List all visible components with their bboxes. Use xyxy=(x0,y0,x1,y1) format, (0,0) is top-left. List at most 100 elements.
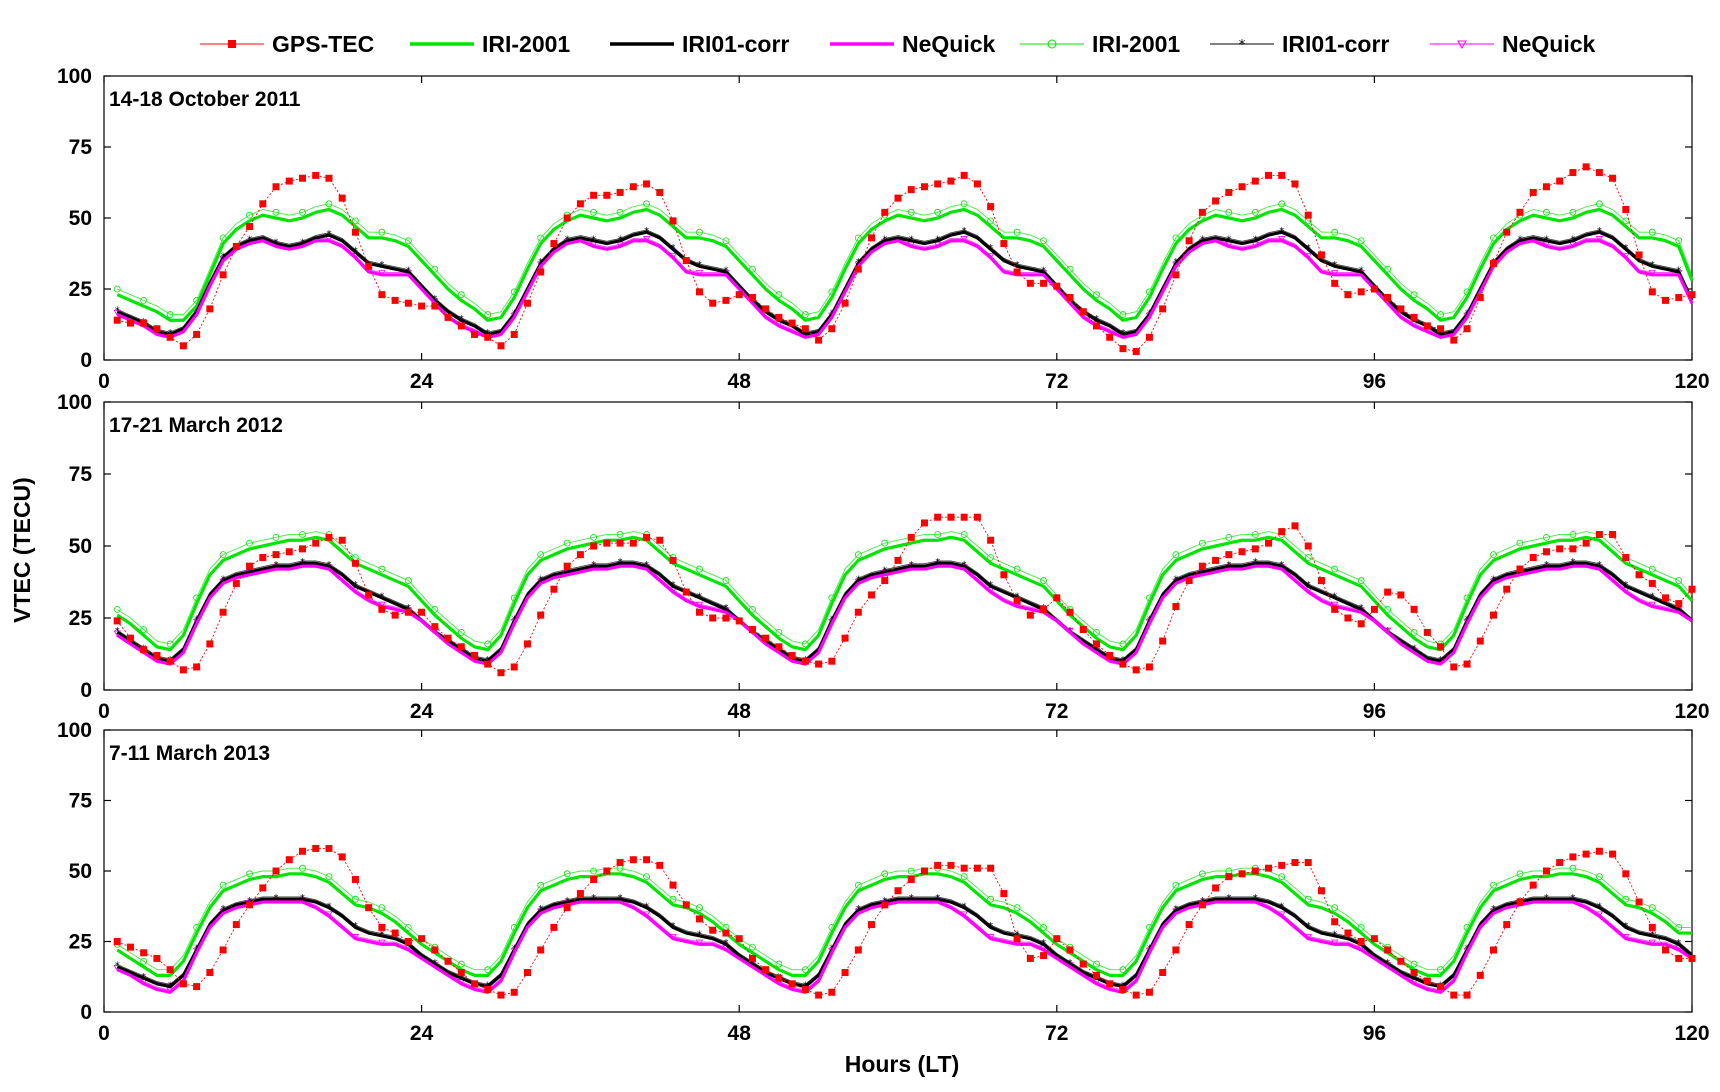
data-point-gps-tec xyxy=(391,296,399,304)
marker-iri-2001-thin xyxy=(960,531,968,538)
data-point-gps-tec xyxy=(1159,969,1167,977)
data-point-gps-tec xyxy=(1066,294,1074,302)
data-point-gps-tec xyxy=(550,585,558,593)
data-point-gps-tec xyxy=(748,294,756,302)
y-tick-label: 75 xyxy=(69,790,93,813)
data-point-gps-tec xyxy=(590,542,598,550)
marker-iri-2001-thin xyxy=(1490,234,1497,242)
data-point-gps-tec xyxy=(457,969,465,977)
data-point-gps-tec xyxy=(497,342,505,350)
data-point-gps-tec xyxy=(325,174,333,182)
marker-iri-2001-thin xyxy=(801,966,809,974)
marker-iri-2001-thin xyxy=(1331,565,1339,573)
data-point-gps-tec xyxy=(431,623,439,631)
data-point-gps-tec xyxy=(1040,952,1048,960)
data-point-gps-tec xyxy=(590,191,598,199)
data-point-gps-tec xyxy=(788,651,796,659)
marker-iri-2001-thin xyxy=(1278,200,1286,208)
data-point-gps-tec xyxy=(616,859,624,867)
data-point-gps-tec xyxy=(960,864,968,872)
data-point-gps-tec xyxy=(126,319,134,327)
data-point-gps-tec xyxy=(484,985,492,993)
data-point-gps-tec xyxy=(418,302,426,310)
data-point-gps-tec xyxy=(1331,918,1339,926)
data-point-gps-tec xyxy=(1357,288,1365,296)
y-tick-label: 25 xyxy=(69,931,93,954)
data-point-gps-tec xyxy=(1384,946,1392,954)
data-point-gps-tec xyxy=(973,513,981,521)
data-point-gps-tec xyxy=(947,177,955,185)
data-point-gps-tec xyxy=(656,861,664,869)
data-point-gps-tec xyxy=(1304,211,1312,219)
marker-iri-2001-thin xyxy=(1013,565,1021,573)
marker-iri-2001-thin xyxy=(1648,228,1656,236)
marker-iri01-corr-thin: * xyxy=(115,626,120,637)
data-point-gps-tec xyxy=(1238,548,1246,556)
data-point-gps-tec xyxy=(1384,588,1392,596)
data-point-gps-tec xyxy=(1119,660,1127,668)
marker-iri-2001-thin xyxy=(934,531,942,538)
marker-iri-2001-thin xyxy=(643,200,650,208)
data-point-gps-tec xyxy=(523,299,531,307)
data-point-gps-tec xyxy=(987,203,995,211)
data-point-gps-tec xyxy=(881,901,889,909)
data-point-gps-tec xyxy=(299,174,306,182)
y-tick-label: 0 xyxy=(80,349,92,372)
data-point-gps-tec xyxy=(1013,935,1021,943)
data-point-gps-tec xyxy=(457,322,465,330)
data-point-gps-tec xyxy=(444,634,452,642)
y-tick-label: 100 xyxy=(57,719,92,742)
data-point-gps-tec xyxy=(1423,628,1431,636)
data-point-gps-tec xyxy=(576,200,584,208)
data-point-gps-tec xyxy=(351,559,359,567)
marker-iri-2001-thin xyxy=(1516,870,1524,878)
data-point-gps-tec xyxy=(1172,602,1180,610)
data-point-gps-tec xyxy=(1344,929,1352,937)
marker-iri-2001-thin xyxy=(1595,873,1603,881)
data-point-gps-tec xyxy=(1106,980,1114,988)
marker-iri-2001-thin xyxy=(1595,200,1603,208)
x-tick-label: 96 xyxy=(1363,370,1386,393)
legend-item-6: * IRI01-corr xyxy=(1210,31,1389,57)
data-point-gps-tec xyxy=(841,299,849,307)
marker-iri-2001-thin xyxy=(378,565,386,573)
data-point-gps-tec xyxy=(920,519,928,527)
marker-iri-2001-thin xyxy=(1410,960,1418,968)
data-point-gps-tec xyxy=(140,646,148,654)
data-point-gps-tec xyxy=(1093,322,1100,330)
data-point-gps-tec xyxy=(1079,960,1087,968)
data-point-gps-tec xyxy=(1291,859,1299,867)
data-point-gps-tec xyxy=(325,844,333,852)
marker-iri-2001-thin xyxy=(1569,864,1577,872)
data-point-gps-tec xyxy=(987,536,995,544)
data-point-gps-tec xyxy=(365,262,373,270)
legend-label: IRI01-corr xyxy=(1282,31,1389,57)
data-point-gps-tec xyxy=(550,923,558,931)
data-point-gps-tec xyxy=(259,200,267,208)
data-point-gps-tec xyxy=(126,943,134,951)
data-point-gps-tec xyxy=(576,551,584,559)
data-point-gps-tec xyxy=(947,513,955,521)
data-point-gps-tec xyxy=(1410,605,1418,613)
data-point-gps-tec xyxy=(1066,608,1074,616)
data-point-gps-tec xyxy=(934,180,942,188)
data-point-gps-tec xyxy=(1265,864,1273,872)
data-point-gps-tec xyxy=(1013,268,1021,276)
marker-iri-2001-thin xyxy=(1648,904,1656,912)
marker-iri-2001-thin xyxy=(722,237,730,245)
data-point-gps-tec xyxy=(179,342,187,350)
panel-1: 0 25 50 75 100 0 24 48 72 96 120 14-18 October 2011… xyxy=(57,65,1710,393)
data-point-gps-tec xyxy=(1198,208,1206,216)
marker-iri-2001-thin xyxy=(219,881,227,889)
data-point-gps-tec xyxy=(537,946,545,954)
marker-iri-2001-thin xyxy=(457,291,465,299)
marker-iri-2001-thin xyxy=(1093,291,1100,299)
marker-iri-2001-thin xyxy=(1543,533,1550,541)
marker-iri01-corr-thin: * xyxy=(115,305,120,316)
data-point-gps-tec xyxy=(140,319,148,327)
data-point-gps-tec xyxy=(1212,197,1220,205)
data-point-gps-tec xyxy=(404,608,412,616)
panel-title: 14-18 October 2011 xyxy=(109,88,301,111)
data-point-gps-tec xyxy=(603,191,611,199)
data-point-gps-tec xyxy=(299,847,306,855)
